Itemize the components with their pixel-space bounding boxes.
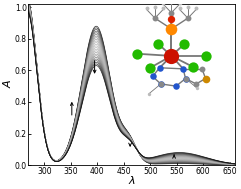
Y-axis label: A: A <box>3 81 13 88</box>
X-axis label: λ: λ <box>128 176 135 186</box>
